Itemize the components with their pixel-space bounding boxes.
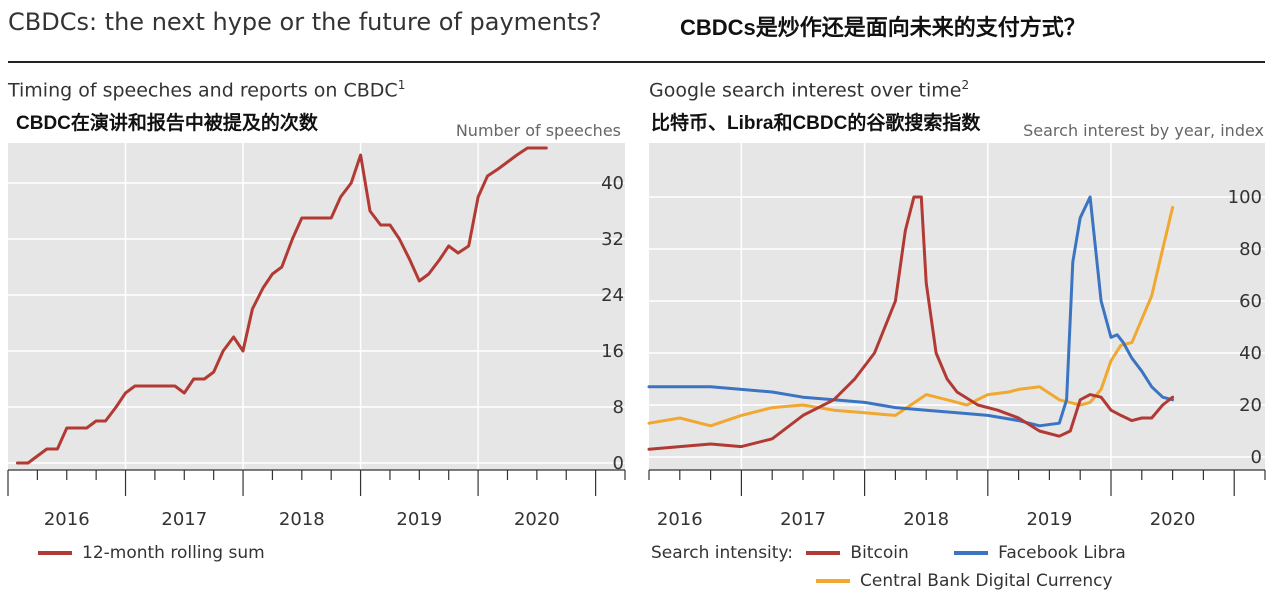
y-tick-label: 24 [601,285,624,306]
right-legend-row1: Search intensity: Bitcoin Facebook Libra [651,543,1126,563]
y-tick-label: 32 [601,229,624,250]
legend-label-libra: Facebook Libra [998,543,1126,563]
legend-swatch-rolling-sum [38,551,72,555]
y-tick-label: 40 [1239,343,1262,364]
x-tick-label: 2018 [279,509,325,530]
y-tick-label: 20 [1239,395,1262,416]
legend-swatch-cbdc [816,579,850,583]
y-tick-label: 0 [1251,447,1262,468]
y-tick-label: 60 [1239,291,1262,312]
x-tick-label: 2020 [1150,509,1196,530]
left-axis-note: Number of speeches [455,121,621,140]
x-tick-label: 2017 [780,509,826,530]
left-legend: 12-month rolling sum [38,543,265,563]
series-line-facebook-libra [647,195,1175,428]
x-tick-label: 2016 [44,509,90,530]
x-tick-label: 2018 [903,509,949,530]
y-tick-label: 80 [1239,239,1262,260]
left-panel-footnote: 1 [397,78,406,92]
x-tick-label: 2019 [396,509,442,530]
x-tick-label: 2019 [1026,509,1072,530]
title-divider [8,61,1265,63]
series-line-central-bank-digital-currency [647,205,1175,428]
right-panel-footnote: 2 [961,78,970,92]
y-tick-label: 16 [601,341,624,362]
y-tick-label: 0 [613,453,624,474]
series-line-bitcoin [647,195,1175,451]
legend-swatch-bitcoin [806,551,841,555]
series-line-12-month-rolling-sum [15,146,548,465]
legend-label-cbdc: Central Bank Digital Currency [860,571,1113,591]
legend-swatch-libra [954,551,989,555]
main-title-cn: CBDCs是炒作还是面向未来的支付方式？ [680,15,1086,40]
left-panel-title: Timing of speeches and reports on CBDC1 [8,78,406,102]
main-title: CBDCs: the next hype or the future of pa… [8,8,602,36]
y-tick-label: 100 [1228,187,1262,208]
right-panel-title-cn: 比特币、Libra和CBDC的谷歌搜索指数 [651,113,981,134]
right-panel-title: Google search interest over time2 [649,78,970,102]
right-axis-note: Search interest by year, index [1023,121,1264,140]
legend-prefix: Search intensity: [651,543,794,563]
speeches-chart: 0 8 16 24 32 40 2016 2017 2018 2019 2020 [7,143,626,530]
legend-label-rolling-sum: 12-month rolling sum [82,543,265,563]
left-panel-title-cn: CBDC在演讲和报告中被提及的次数 [16,113,318,134]
x-tick-label: 2020 [514,509,560,530]
y-tick-label: 8 [613,397,624,418]
search-interest-chart: 0 20 40 60 80 100 2016 2017 2018 2019 2020 [647,143,1266,530]
y-tick-label: 40 [601,173,624,194]
legend-label-bitcoin: Bitcoin [850,543,909,563]
right-legend-row2: Central Bank Digital Currency [816,571,1113,591]
x-tick-label: 2016 [657,509,703,530]
x-tick-label: 2017 [161,509,207,530]
